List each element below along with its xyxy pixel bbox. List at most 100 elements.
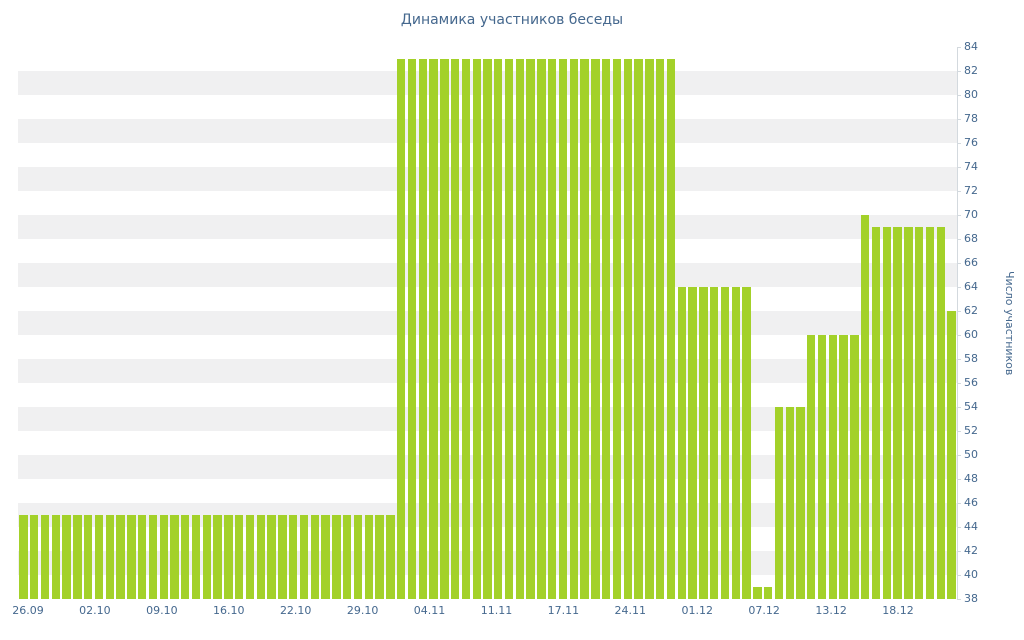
- bar: [612, 59, 622, 599]
- x-tick-label: 17.11: [547, 604, 580, 617]
- bar: [289, 515, 298, 599]
- bar: [807, 335, 816, 599]
- bar: [29, 515, 39, 599]
- bar: [224, 515, 233, 599]
- bar: [256, 515, 266, 599]
- bar: [688, 287, 697, 599]
- bar: [73, 515, 82, 599]
- bar: [461, 59, 471, 599]
- x-tick-label: 04.11: [413, 604, 446, 617]
- y-tick-mark: [957, 599, 961, 600]
- bar: [116, 515, 125, 599]
- bar: [245, 515, 255, 599]
- bar: [774, 407, 784, 599]
- x-tick-label: 22.10: [279, 604, 312, 617]
- y-tick-label: 72: [964, 184, 978, 197]
- y-tick-mark: [957, 551, 961, 552]
- y-tick-label: 58: [964, 352, 978, 365]
- bar: [342, 515, 352, 599]
- bar: [709, 287, 719, 599]
- y-tick-mark: [957, 383, 961, 384]
- y-tick-mark: [957, 527, 961, 528]
- y-tick-label: 44: [964, 520, 978, 533]
- bar: [925, 227, 935, 599]
- bar: [127, 515, 136, 599]
- bar: [504, 59, 514, 599]
- bar: [904, 227, 913, 599]
- y-tick-mark: [957, 407, 961, 408]
- bar: [666, 59, 676, 599]
- bar: [753, 587, 762, 599]
- y-tick-label: 54: [964, 400, 978, 413]
- bar: [310, 515, 319, 599]
- y-tick-mark: [957, 239, 961, 240]
- bar: [817, 335, 827, 599]
- y-tick-label: 70: [964, 208, 978, 221]
- y-tick-label: 74: [964, 160, 978, 173]
- bar: [202, 515, 212, 599]
- y-axis-title: Число участников: [1003, 47, 1016, 599]
- y-tick-label: 48: [964, 472, 978, 485]
- y-tick-mark: [957, 47, 961, 48]
- bar: [828, 335, 838, 599]
- bar: [591, 59, 600, 599]
- bar: [558, 59, 568, 599]
- bar: [839, 335, 848, 599]
- bar: [742, 287, 751, 599]
- bar: [148, 515, 158, 599]
- bar: [915, 227, 924, 599]
- bar: [364, 515, 373, 599]
- bar: [51, 515, 60, 599]
- x-tick-label: 16.10: [213, 604, 245, 617]
- y-tick-label: 42: [964, 544, 978, 557]
- bar: [763, 587, 773, 599]
- y-tick-label: 76: [964, 136, 978, 149]
- bar: [429, 59, 438, 599]
- y-tick-label: 56: [964, 376, 978, 389]
- y-tick-mark: [957, 167, 961, 168]
- y-tick-label: 38: [964, 592, 978, 605]
- bar: [396, 59, 406, 599]
- bar: [515, 59, 525, 599]
- y-tick-mark: [957, 119, 961, 120]
- y-tick-label: 46: [964, 496, 978, 509]
- bar: [94, 515, 104, 599]
- bar: [871, 227, 881, 599]
- x-tick-label: 26.09: [12, 604, 44, 617]
- bar: [62, 515, 71, 599]
- bar: [623, 59, 632, 599]
- bar: [321, 515, 330, 599]
- bar: [375, 515, 384, 599]
- bar: [450, 59, 460, 599]
- bar: [893, 227, 902, 599]
- y-tick-mark: [957, 143, 961, 144]
- bar: [418, 59, 427, 599]
- y-tick-mark: [957, 287, 961, 288]
- y-tick-label: 80: [964, 88, 978, 101]
- y-tick-mark: [957, 95, 961, 96]
- y-tick-mark: [957, 455, 961, 456]
- bar: [159, 515, 168, 599]
- bar: [105, 515, 114, 599]
- y-tick-mark: [957, 311, 961, 312]
- bar: [83, 515, 93, 599]
- bar: [494, 59, 503, 599]
- chart-title: Динамика участников беседы: [400, 12, 624, 28]
- y-tick-label: 68: [964, 232, 978, 245]
- y-tick-label: 40: [964, 568, 978, 581]
- x-tick-label: 29.10: [346, 604, 379, 617]
- y-tick-label: 50: [964, 448, 978, 461]
- x-tick-label: 11.11: [480, 604, 513, 617]
- bar: [720, 287, 730, 599]
- x-tick-label: 18.12: [882, 604, 914, 617]
- bar: [602, 59, 611, 599]
- bar: [634, 59, 643, 599]
- bar: [882, 227, 892, 599]
- bar: [677, 287, 686, 599]
- y-tick-label: 60: [964, 328, 978, 341]
- bar: [472, 59, 481, 599]
- bar: [191, 515, 201, 599]
- bar: [655, 59, 665, 599]
- bar: [181, 515, 190, 599]
- x-tick-label: 13.12: [815, 604, 847, 617]
